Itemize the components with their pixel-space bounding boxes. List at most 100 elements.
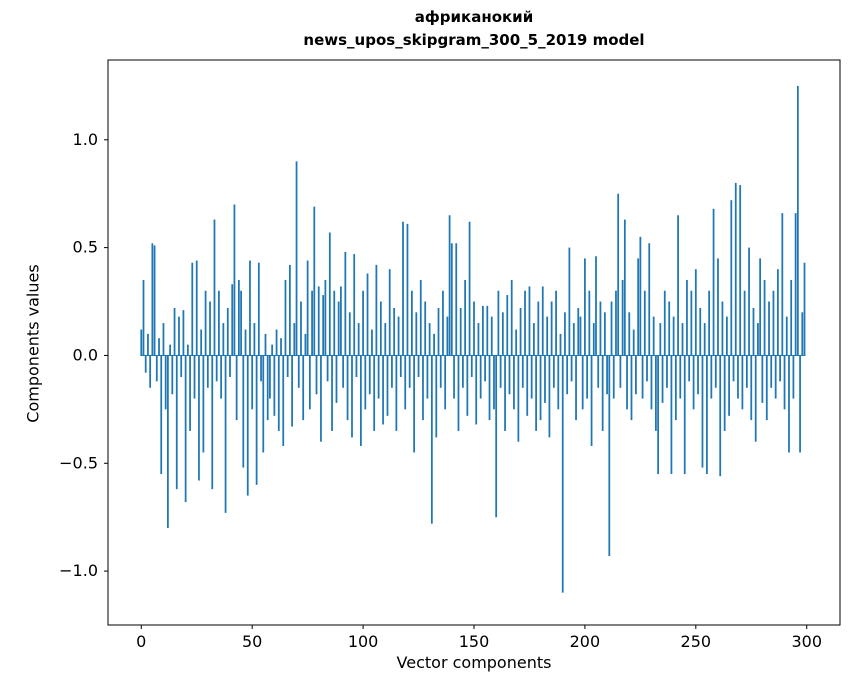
bar — [282, 355, 285, 447]
bar — [364, 355, 367, 410]
bar — [612, 355, 615, 399]
bar — [428, 323, 431, 356]
bar — [391, 355, 393, 388]
bar — [164, 355, 167, 410]
bar — [313, 206, 316, 356]
bar — [595, 256, 597, 356]
bar — [592, 323, 595, 356]
bar — [666, 355, 668, 388]
x-tick-label: 50 — [242, 632, 262, 651]
bar — [697, 355, 699, 395]
bar — [395, 355, 398, 431]
bar — [725, 316, 728, 356]
bar — [306, 260, 309, 356]
bar — [490, 316, 493, 356]
bar — [533, 323, 535, 356]
bar — [382, 355, 384, 425]
bar — [337, 301, 340, 356]
bar — [688, 355, 691, 382]
bar — [513, 355, 515, 410]
bar — [193, 355, 196, 399]
bar — [566, 355, 569, 395]
bar — [670, 355, 673, 475]
bar — [448, 215, 451, 356]
bar — [357, 323, 360, 356]
y-tick-label: 0.0 — [73, 345, 98, 364]
bar — [479, 355, 482, 399]
bar — [754, 355, 757, 442]
bar — [508, 355, 511, 395]
bar — [277, 355, 280, 431]
bar — [322, 295, 325, 356]
bar — [484, 355, 486, 382]
bar — [462, 355, 464, 388]
chart-title-word: африканокий — [414, 8, 534, 26]
y-tick-label: −1.0 — [59, 561, 98, 580]
bar — [198, 355, 200, 481]
bar — [475, 355, 478, 425]
bar — [610, 301, 613, 356]
bar — [399, 355, 402, 377]
bar — [672, 316, 675, 356]
bar — [663, 290, 666, 356]
bar — [646, 355, 648, 382]
bar — [517, 355, 520, 442]
bar — [768, 301, 770, 356]
bar — [464, 279, 467, 356]
bar — [473, 301, 475, 356]
bar — [635, 355, 637, 395]
bar — [242, 355, 245, 468]
bar — [657, 355, 659, 475]
bar — [686, 279, 688, 356]
bar — [233, 204, 236, 356]
bar — [459, 308, 462, 356]
bar — [284, 279, 287, 356]
bar — [167, 355, 169, 528]
bar — [774, 355, 777, 399]
bar — [450, 243, 453, 356]
bar — [439, 355, 442, 388]
bar — [481, 305, 484, 356]
bar — [411, 290, 413, 356]
bar — [737, 355, 739, 399]
bar — [648, 243, 651, 356]
bar — [153, 245, 156, 356]
bar — [346, 355, 349, 421]
bar — [477, 323, 480, 356]
bar — [324, 279, 327, 356]
bar — [308, 355, 311, 410]
bar — [501, 312, 504, 356]
bar — [189, 355, 191, 431]
bar — [315, 355, 318, 395]
bar — [750, 355, 753, 421]
bar — [770, 355, 773, 388]
bar — [524, 290, 526, 356]
bar — [796, 85, 799, 356]
bar — [577, 308, 580, 356]
bar — [617, 193, 620, 356]
bar — [229, 355, 231, 377]
bar — [269, 355, 271, 399]
bar — [570, 355, 573, 382]
bar — [655, 355, 657, 431]
bar — [486, 305, 489, 356]
bar — [311, 290, 313, 356]
bar — [244, 329, 247, 356]
bar — [371, 329, 373, 356]
bar — [597, 355, 600, 388]
bar — [209, 301, 211, 356]
bar — [564, 312, 566, 356]
bar — [169, 344, 171, 356]
x-tick-label: 100 — [348, 632, 379, 651]
bar — [690, 290, 693, 356]
bar — [204, 290, 207, 356]
bar — [530, 355, 533, 399]
x-axis-label: Vector components — [396, 653, 552, 672]
bar — [599, 301, 602, 356]
bar — [300, 301, 302, 356]
bar — [643, 290, 646, 356]
bar — [639, 236, 642, 356]
bar — [348, 312, 351, 356]
bar — [417, 355, 420, 377]
